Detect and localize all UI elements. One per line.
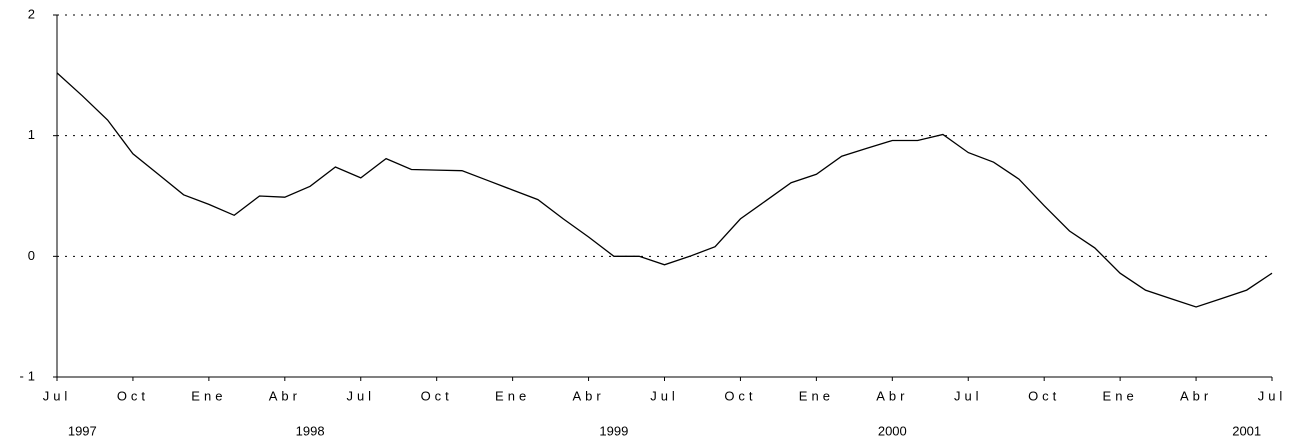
- x-tick-label: Abr: [1180, 388, 1212, 403]
- y-tick-label: 2: [28, 6, 39, 21]
- x-tick-label: Abr: [572, 388, 604, 403]
- x-tick-label: Ene: [1103, 388, 1138, 403]
- x-tick-label: Oct: [421, 388, 453, 403]
- y-tick-label: -1: [19, 368, 39, 383]
- year-label: 2000: [878, 423, 907, 438]
- year-label: 1999: [599, 423, 628, 438]
- x-tick-label: Abr: [876, 388, 908, 403]
- x-tick-label: Jul: [43, 388, 72, 403]
- x-tick-label: Oct: [1028, 388, 1060, 403]
- year-label: 1998: [296, 423, 325, 438]
- x-tick-label: Jul: [346, 388, 375, 403]
- x-tick-label: Ene: [799, 388, 834, 403]
- y-tick-label: 0: [28, 248, 39, 263]
- year-label: 2001: [1232, 423, 1261, 438]
- y-tick-label: 1: [28, 127, 39, 142]
- x-tick-label: Jul: [1258, 388, 1287, 403]
- x-tick-label: Jul: [954, 388, 983, 403]
- line: [56, 72, 1273, 308]
- x-tick-label: Oct: [724, 388, 756, 403]
- x-tick-label: Jul: [650, 388, 679, 403]
- x-tick-label: Ene: [191, 388, 226, 403]
- x-tick-label: Ene: [495, 388, 530, 403]
- x-tick-label: Oct: [117, 388, 149, 403]
- x-tick-label: Abr: [269, 388, 301, 403]
- year-label: 1997: [68, 423, 97, 438]
